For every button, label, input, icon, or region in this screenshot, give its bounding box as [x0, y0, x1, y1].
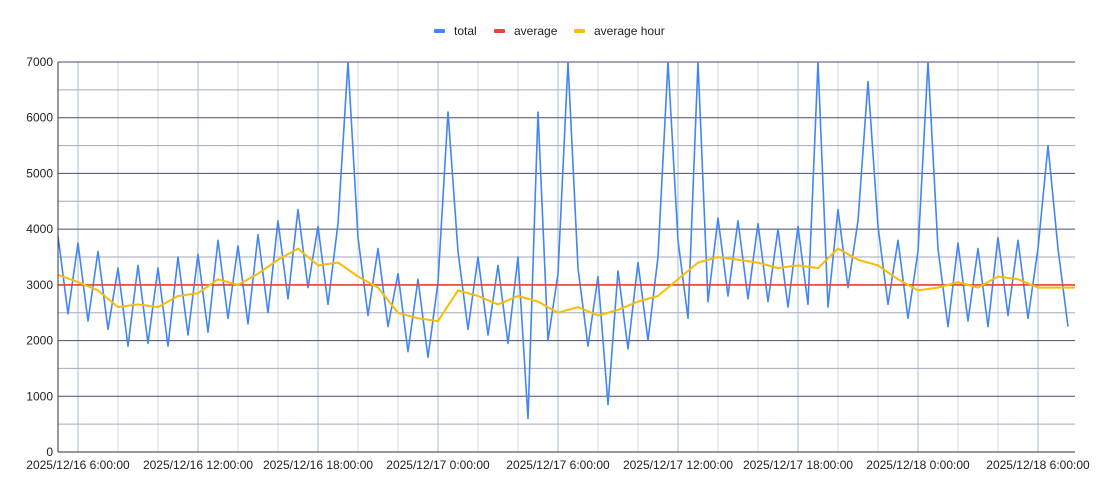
- legend-swatch-average: [494, 29, 505, 33]
- legend-label-average: average: [514, 24, 558, 38]
- y-tick-label: 6000: [26, 111, 53, 125]
- x-tick-label: 2025/12/16 18:00:00: [263, 458, 373, 472]
- x-tick-label: 2025/12/17 6:00:00: [506, 458, 610, 472]
- x-tick-label: 2025/12/18 6:00:00: [986, 458, 1090, 472]
- y-tick-label: 2000: [26, 334, 53, 348]
- y-tick-label: 4000: [26, 222, 53, 236]
- gridlines: [58, 61, 1075, 452]
- series-line-total: [58, 61, 1069, 420]
- y-tick-label: 7000: [26, 55, 53, 69]
- y-tick-label: 3000: [26, 278, 53, 292]
- x-tick-label: 2025/12/17 18:00:00: [743, 458, 853, 472]
- axes: [57, 62, 1075, 453]
- x-tick-label: 2025/12/17 0:00:00: [386, 458, 490, 472]
- legend-swatch-average-hour: [574, 29, 585, 33]
- legend: total average average hour: [434, 24, 665, 38]
- y-tick-label: 1000: [26, 389, 53, 403]
- series-lines: [58, 61, 1075, 420]
- series-average-hour: [58, 247, 1075, 323]
- series-line-average-hour: [58, 247, 1075, 323]
- legend-swatch-total: [434, 29, 445, 33]
- x-tick-label: 2025/12/18 0:00:00: [866, 458, 970, 472]
- y-axis-ticks: 0 1000 2000 3000 4000 5000 6000 7000: [26, 55, 53, 459]
- y-tick-label: 0: [46, 445, 53, 459]
- x-axis-ticks: 2025/12/16 6:00:00 2025/12/16 12:00:00 202…: [26, 458, 1090, 472]
- x-tick-label: 2025/12/16 6:00:00: [26, 458, 130, 472]
- series-total: [58, 61, 1069, 420]
- legend-label-total: total: [454, 24, 477, 38]
- x-tick-label: 2025/12/17 12:00:00: [623, 458, 733, 472]
- x-tick-label: 2025/12/16 12:00:00: [143, 458, 253, 472]
- legend-label-average-hour: average hour: [594, 24, 665, 38]
- y-tick-label: 5000: [26, 166, 53, 180]
